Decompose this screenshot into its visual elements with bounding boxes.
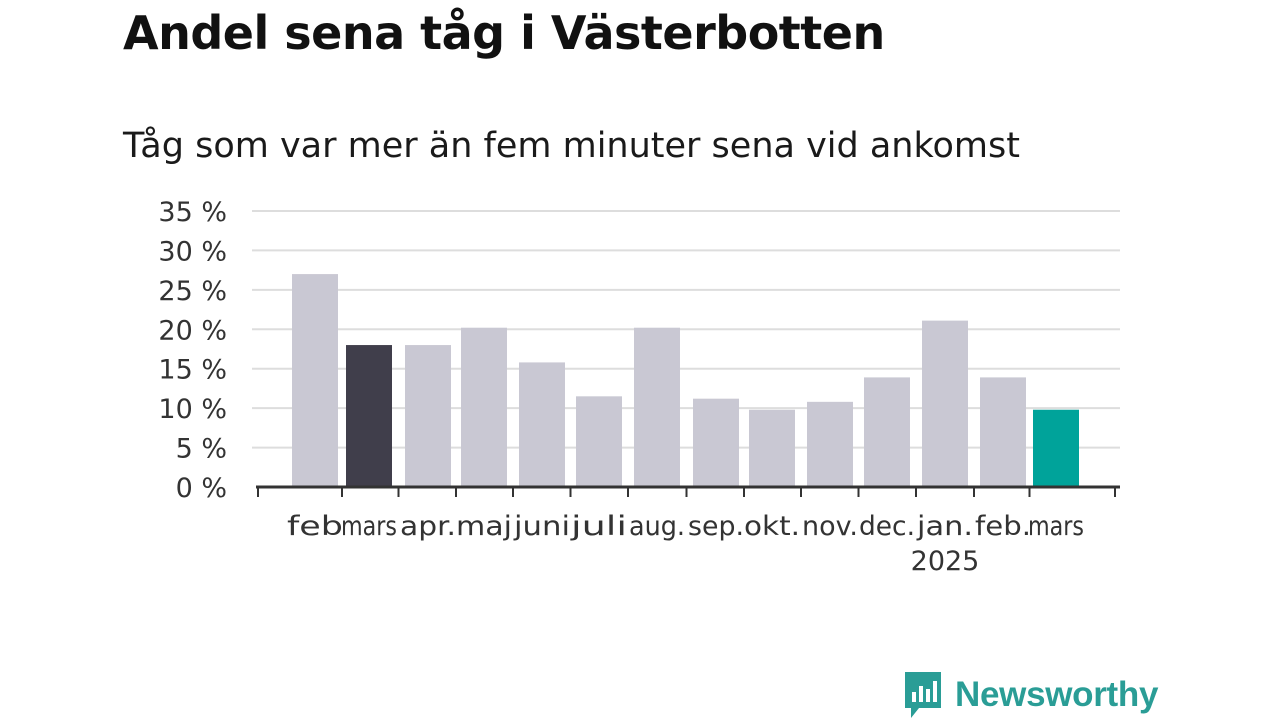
bar-1	[346, 345, 392, 487]
bar-7	[693, 398, 739, 487]
bar-4	[519, 362, 565, 487]
y-tick-label: 5 %	[176, 434, 227, 465]
x-tick-label: juli	[570, 511, 627, 542]
y-tick-label: 30 %	[158, 236, 227, 267]
bars	[292, 274, 1079, 487]
x-tick-label: nov.	[802, 511, 858, 542]
y-tick-label: 15 %	[158, 355, 227, 386]
x-axis	[256, 485, 1120, 497]
brand-logo: Newsworthy	[903, 670, 1158, 720]
x-tick-label: mars	[1028, 511, 1084, 542]
y-axis-ticks: 0 % 5 % 10 % 15 % 20 % 25 % 30 % 35 %	[158, 197, 227, 504]
x-tick-label: apr.	[400, 511, 456, 542]
x-tick-label: dec.	[859, 511, 915, 542]
bar-6	[634, 327, 680, 487]
bar-10	[864, 377, 910, 487]
x-tick-label: mars	[341, 511, 397, 542]
x-tick-label: feb	[287, 511, 343, 542]
x-tick-label: jan.	[916, 511, 973, 542]
bar-8	[749, 409, 795, 487]
bar-12	[980, 377, 1026, 487]
x-tick-label: sep.	[688, 511, 744, 542]
x-tick-label: feb.	[975, 511, 1031, 542]
bar-11	[922, 320, 968, 487]
x-tick-label: juni	[513, 511, 570, 542]
chart-subtitle: Tåg som var mer än fem minuter sena vid …	[123, 126, 1020, 166]
y-tick-label: 35 %	[158, 197, 227, 228]
newsworthy-logo-icon	[905, 672, 941, 718]
x-tick-label: aug.	[629, 511, 685, 542]
x-tick-label: maj	[456, 511, 512, 542]
brand-name: Newsworthy	[955, 675, 1159, 714]
bar-5	[576, 396, 622, 487]
grid-lines	[252, 210, 1120, 449]
y-tick-label: 0 %	[176, 473, 227, 504]
y-tick-label: 25 %	[158, 276, 227, 307]
bar-3	[461, 327, 507, 487]
bar-13	[1033, 409, 1079, 487]
bar-9	[807, 401, 853, 487]
bar-0	[292, 274, 338, 487]
y-tick-label: 20 %	[158, 315, 227, 346]
x-tick-label: okt.	[744, 511, 800, 542]
chart-title: Andel sena tåg i Västerbotten	[123, 6, 885, 60]
y-tick-label: 10 %	[158, 394, 227, 425]
bar-2	[405, 345, 451, 487]
x-year-label: 2025	[911, 546, 980, 577]
